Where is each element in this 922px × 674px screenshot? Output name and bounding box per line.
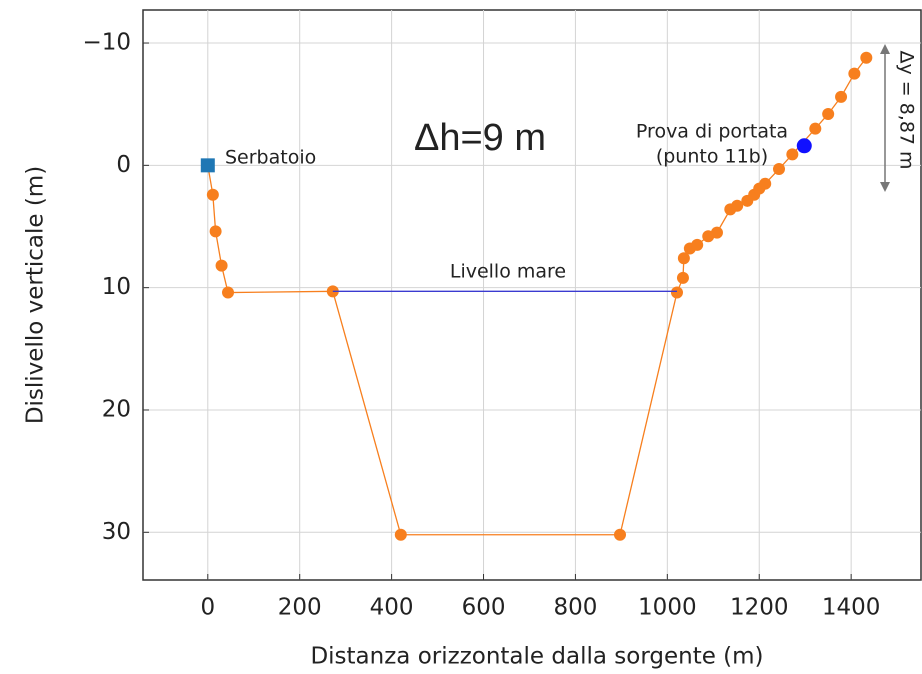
annotation: Δh=9 m <box>414 117 546 159</box>
point <box>200 158 215 173</box>
y-axis-label: Dislivello verticale (m) <box>23 166 49 424</box>
annotation: Livello mare <box>450 261 566 283</box>
point <box>670 286 683 299</box>
point <box>614 528 627 541</box>
point <box>773 163 786 176</box>
point <box>731 199 744 212</box>
y-tick-label: 10 <box>102 274 131 300</box>
dimension-arrow <box>880 44 890 192</box>
point <box>691 238 704 251</box>
y-tick-label: −10 <box>82 30 131 56</box>
point <box>786 148 799 161</box>
point <box>809 122 822 135</box>
point <box>759 177 772 190</box>
y-tick-label: 20 <box>102 396 131 422</box>
x-tick-label: 1000 <box>638 595 697 621</box>
y-tick-label: 0 <box>116 152 131 178</box>
x-tick-label: 600 <box>462 595 506 621</box>
y-tick-label: 30 <box>102 519 131 545</box>
plot-area: 0 200 400 600 800 1000 1200 1400 −10 0 10 20 30 <box>82 9 922 621</box>
point <box>710 226 723 239</box>
point <box>677 252 690 265</box>
point <box>206 188 219 201</box>
point <box>835 90 848 103</box>
x-tick-label: 200 <box>278 595 322 621</box>
point <box>394 528 407 541</box>
annotation: Prova di portata <box>636 121 788 143</box>
point <box>222 286 235 299</box>
point <box>215 259 228 272</box>
point <box>860 51 873 64</box>
x-tick-label: 1200 <box>730 595 789 621</box>
x-axis-label: Distanza orizzontale dalla sorgente (m) <box>310 644 763 670</box>
point <box>822 107 835 120</box>
x-tick-label: 400 <box>370 595 414 621</box>
point <box>676 271 689 284</box>
annotation: Δy = 8,87 m <box>896 50 918 169</box>
x-tick-label: 0 <box>200 595 215 621</box>
point <box>848 67 861 80</box>
point <box>209 225 222 238</box>
annotation: Serbatoio <box>225 147 316 169</box>
plot-frame <box>142 9 922 581</box>
point <box>796 138 812 154</box>
annotation: (punto 11b) <box>656 146 768 168</box>
x-tick-label: 1400 <box>822 595 881 621</box>
x-tick-label: 800 <box>553 595 597 621</box>
